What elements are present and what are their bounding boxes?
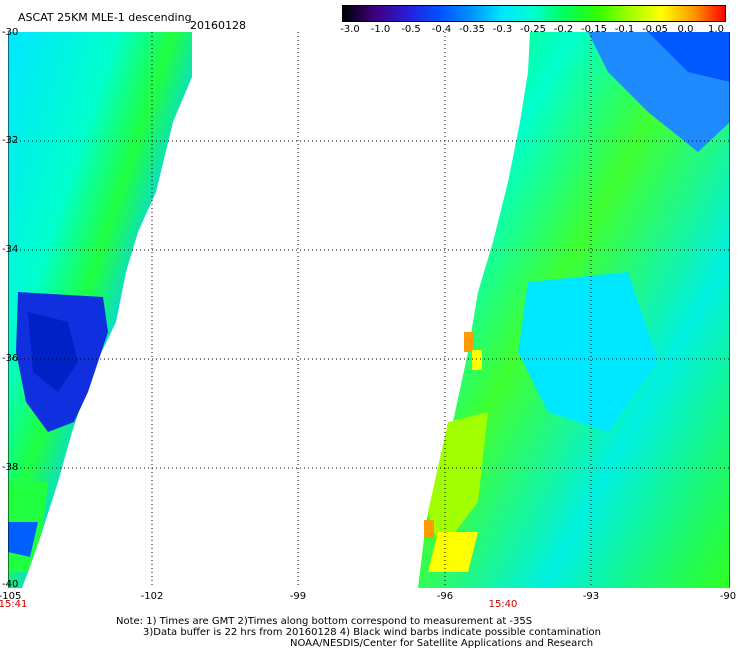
map-title: ASCAT 25KM MLE-1 descending [18, 11, 192, 24]
lon-label-90: -90 [719, 591, 737, 602]
lat-label-32: -32 [2, 135, 19, 146]
colorbar-tick-label: -0.2 [553, 24, 574, 35]
colorbar-tick-label: -0.15 [581, 24, 607, 35]
colorbar [342, 5, 726, 22]
colorbar-tick-label: -0.5 [401, 24, 421, 35]
colorbar-tick-label: -0.3 [492, 24, 513, 35]
colorbar-tick-label: -1.0 [370, 24, 391, 35]
right-swath-ne-core-patch [648, 32, 730, 82]
time-label-left: 15:41 [0, 599, 28, 610]
colorbar-tick-label: -0.1 [614, 24, 635, 35]
left-swath-core-patch [28, 312, 78, 392]
colorbar-tick-label: -0.35 [459, 24, 485, 35]
right-swath-yellow-pixel [472, 350, 482, 370]
colorbar-tick-label: -0.05 [642, 24, 668, 35]
lat-label-40: -40 [2, 579, 19, 590]
time-label-right: 15:40 [488, 599, 518, 610]
map-date: 20160128 [190, 19, 246, 32]
lat-label-36: -36 [2, 353, 19, 364]
colorbar-tick-label: -0.25 [520, 24, 546, 35]
colorbar-tick-label: -3.0 [340, 24, 360, 35]
scatterometer-map [8, 32, 730, 588]
right-swath-yellow-patch [428, 532, 478, 572]
colorbar-tick-label: -0.4 [431, 24, 452, 35]
right-swath-west-patch [428, 412, 488, 552]
right-swath-orange-pixel [464, 332, 474, 352]
left-swath-blue-patch [8, 522, 38, 557]
note-line-2: 3)Data buffer is 22 hrs from 20160128 4)… [143, 627, 601, 638]
lat-label-30: -30 [2, 27, 19, 38]
lon-label-99: -99 [289, 591, 307, 602]
lat-label-34: -34 [2, 244, 19, 255]
colorbar-tick-label: 0.0 [677, 24, 694, 35]
lon-label-102: -102 [140, 591, 164, 602]
note-line-1: Note: 1) Times are GMT 2)Times along bot… [116, 616, 533, 627]
lat-label-38: -38 [2, 462, 19, 473]
note-line-3: NOAA/NESDIS/Center for Satellite Applica… [290, 638, 594, 649]
right-swath-orange-pixel-2 [424, 520, 434, 538]
lon-label-105: -105 [0, 591, 22, 602]
right-swath-central-patch [518, 272, 658, 432]
lon-label-96: -96 [436, 591, 454, 602]
colorbar-tick-label: 1.0 [708, 24, 724, 35]
lon-label-93: -93 [582, 591, 600, 602]
